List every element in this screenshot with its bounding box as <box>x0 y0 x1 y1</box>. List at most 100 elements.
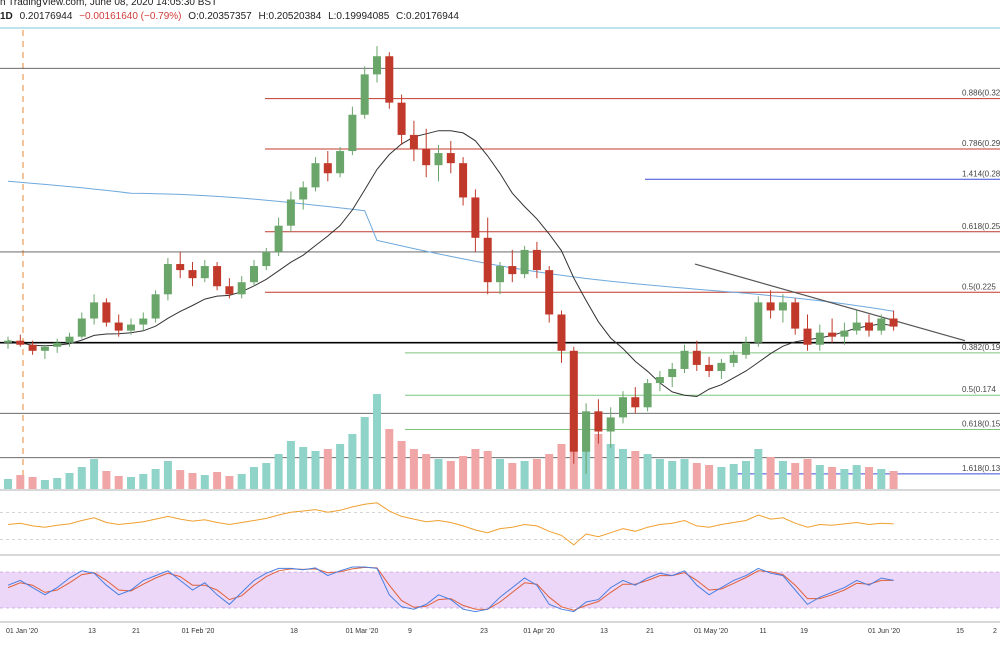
candle-body <box>496 266 504 283</box>
volume-bar <box>176 470 185 489</box>
volume-bar <box>668 461 677 489</box>
candle-body <box>778 302 787 311</box>
candle-body <box>655 377 664 384</box>
volume-bar <box>692 463 701 489</box>
volume-bar <box>496 459 504 489</box>
volume-bar <box>459 456 468 489</box>
volume-bar <box>4 479 12 489</box>
candle-body <box>200 266 209 279</box>
x-axis-tick-label: 01 May '20 <box>694 628 728 635</box>
candle-body <box>692 350 701 365</box>
volume-bar <box>28 477 37 489</box>
volume-bar <box>127 477 135 489</box>
candle-body <box>299 187 308 200</box>
candle-body <box>348 114 357 152</box>
candle-body <box>594 411 603 432</box>
volume-bar <box>286 441 295 489</box>
candle-body <box>77 318 86 337</box>
candle-body <box>53 342 62 347</box>
header-high: H:0.20520384 <box>258 11 322 22</box>
volume-bar <box>680 459 689 489</box>
volume-bar <box>877 469 886 489</box>
volume-bar <box>619 449 627 489</box>
x-axis-tick-label: 13 <box>600 628 608 635</box>
volume-bar <box>815 465 824 489</box>
candle-body <box>729 354 738 363</box>
volume-bar <box>631 451 640 489</box>
volume-bar <box>102 471 111 489</box>
volume-bar <box>729 464 738 489</box>
volume-bar <box>434 459 443 489</box>
candle-body <box>323 163 332 174</box>
header-source: n TradingView.com, June 08, 2020 14:05:3… <box>0 0 218 8</box>
candle-body <box>483 237 492 283</box>
candle-body <box>397 102 406 135</box>
volume-bar <box>65 473 74 489</box>
volume-bar <box>348 434 357 489</box>
volume-bar <box>606 444 615 489</box>
x-axis-tick-label: 18 <box>290 628 298 635</box>
candle-body <box>742 342 750 355</box>
volume-bar <box>422 454 431 489</box>
header-open: O:0.20357357 <box>188 11 252 22</box>
candle-body <box>336 151 345 174</box>
candle-body <box>40 346 49 351</box>
x-axis-tick-label: 23 <box>480 628 488 635</box>
candle-body <box>188 270 197 279</box>
header-interval: 1D <box>0 11 13 22</box>
candle-body <box>532 249 541 271</box>
candle-body <box>852 322 861 331</box>
volume-bar <box>532 459 541 489</box>
volume-bar <box>840 469 849 489</box>
candle-body <box>434 153 443 166</box>
candle-body <box>237 282 246 295</box>
fib-level-label: 1.618(0.135 <box>962 464 1000 473</box>
candle-body <box>274 225 283 252</box>
candle-body <box>4 340 12 343</box>
volume-bar <box>742 461 750 489</box>
candle-body <box>16 340 25 345</box>
volume-bar <box>655 459 664 489</box>
candle-body <box>213 266 222 287</box>
volume-bar <box>323 449 332 489</box>
candle-body <box>828 332 837 337</box>
volume-bar <box>373 394 381 489</box>
candle-body <box>176 264 185 271</box>
volume-bar <box>828 467 837 489</box>
volume-bar <box>643 454 652 489</box>
volume-bar <box>250 467 258 489</box>
moving-average-200 <box>7 180 894 312</box>
candle-body <box>409 134 418 150</box>
fib-level-label: 0.618(0.157 <box>962 419 1000 428</box>
candle-body <box>139 318 148 325</box>
volume-bar <box>545 454 554 489</box>
fib-level-label: 0.618(0.255 <box>962 222 1000 231</box>
volume-bar <box>53 478 62 489</box>
candle-body <box>865 322 873 331</box>
header-low: L:0.19994085 <box>328 11 390 22</box>
candle-body <box>754 302 763 343</box>
volume-bar <box>889 471 898 489</box>
volume-bar <box>803 459 812 489</box>
x-axis-tick-label: 15 <box>956 628 964 635</box>
volume-bar <box>791 463 800 489</box>
volume-bar <box>200 475 209 489</box>
candle-body <box>373 56 381 75</box>
header-line-2: 1D 0.20176944 −0.00161640 (−0.79%) O:0.2… <box>0 11 463 22</box>
volume-bar <box>262 463 271 489</box>
candle-body <box>545 270 554 315</box>
candle-body <box>815 332 824 345</box>
volume-bar <box>77 467 86 489</box>
volume-bar <box>483 451 492 489</box>
candle-body <box>446 153 455 164</box>
candle-body <box>286 199 295 226</box>
candle-body <box>569 350 578 452</box>
x-axis-tick-label: 01 Mar '20 <box>346 628 379 635</box>
stoch-d-line <box>7 566 894 611</box>
volume-bar <box>865 467 873 489</box>
candle-body <box>422 149 431 166</box>
candle-body <box>262 251 271 267</box>
candle-body <box>28 344 37 351</box>
